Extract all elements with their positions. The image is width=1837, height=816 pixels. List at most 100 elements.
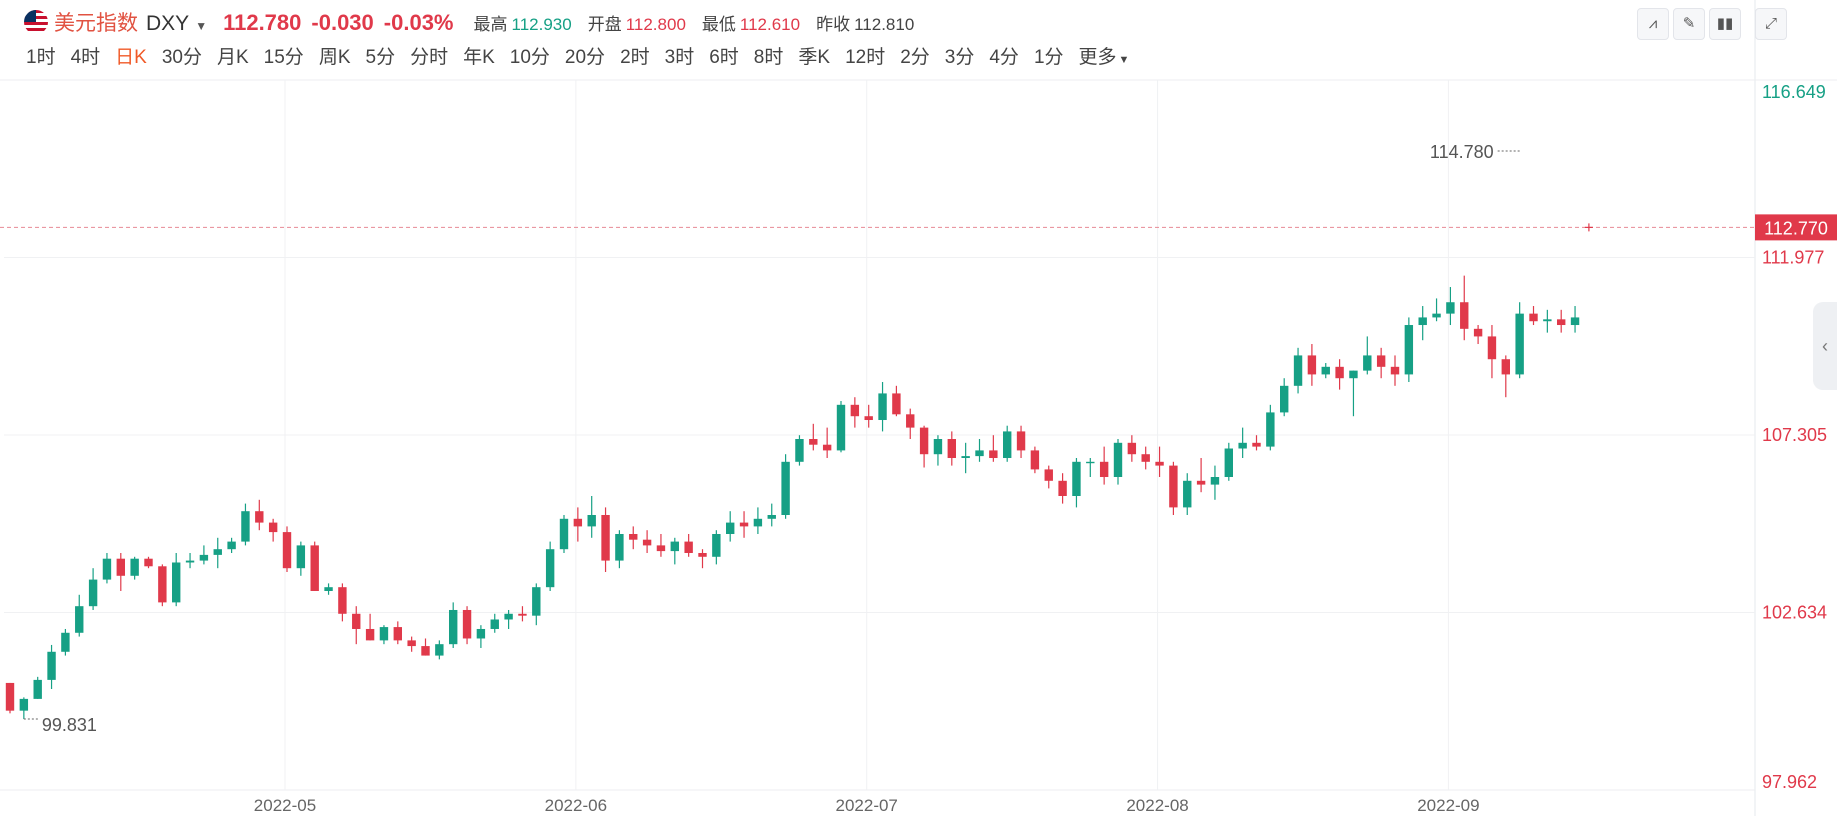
period-tab[interactable]: 5分 <box>365 47 396 68</box>
candle-body <box>352 613 361 629</box>
candle-body <box>975 450 984 457</box>
candle-body <box>1238 442 1247 449</box>
candle-body <box>573 518 583 527</box>
period-tab[interactable]: 20分 <box>564 47 606 68</box>
candle-body <box>1321 366 1330 375</box>
candle-body <box>1003 431 1012 459</box>
period-tab[interactable]: 日K <box>115 47 147 68</box>
chevron-down-icon[interactable]: ▼ <box>195 19 208 33</box>
period-tab[interactable]: 月K <box>216 47 249 68</box>
candle <box>809 423 818 451</box>
candle <box>1266 404 1275 451</box>
line-chart-icon[interactable]: ⩘ <box>1637 8 1669 40</box>
candle-body <box>61 632 70 652</box>
candle <box>878 382 887 432</box>
period-tab[interactable]: 12时 <box>845 47 886 68</box>
candle <box>1335 359 1344 390</box>
period-tab[interactable]: 3时 <box>664 47 695 68</box>
period-tab[interactable]: 季K <box>798 47 831 68</box>
period-tab[interactable]: 周K <box>318 47 351 68</box>
candle <box>490 613 499 633</box>
candle-body <box>1099 461 1109 478</box>
period-tab[interactable]: 10分 <box>509 47 550 68</box>
candle-body <box>172 562 181 603</box>
last-price: 112.780 <box>223 10 302 35</box>
candle <box>1113 439 1123 485</box>
instrument-symbol[interactable]: DXY <box>146 12 190 35</box>
y-tick-label: 111.977 <box>1762 248 1824 268</box>
period-tab[interactable]: 更多 ▼ <box>1078 47 1130 68</box>
candle <box>130 556 139 580</box>
candle <box>1501 355 1510 398</box>
candle-body <box>684 541 693 553</box>
candle-body <box>629 533 638 540</box>
candle-body <box>338 587 347 614</box>
candle-body <box>1293 355 1303 386</box>
candle-body <box>449 609 458 645</box>
period-tab[interactable]: 4分 <box>989 47 1019 68</box>
period-tab[interactable]: 8时 <box>753 47 784 68</box>
fullscreen-icon[interactable]: ⤢ <box>1755 8 1787 40</box>
period-tab[interactable]: 1时 <box>26 47 56 68</box>
candle-body <box>864 416 873 421</box>
candle <box>102 552 112 584</box>
candle <box>1072 458 1081 508</box>
candle-body <box>310 545 319 591</box>
candle <box>1044 465 1053 489</box>
period-tab[interactable]: 6时 <box>709 47 739 68</box>
candle <box>310 541 319 591</box>
stat-value: 112.810 <box>854 15 915 34</box>
period-tab[interactable]: 1分 <box>1033 47 1064 68</box>
candle-body <box>5 682 15 711</box>
candle <box>559 514 569 553</box>
candle-body <box>199 554 209 561</box>
candle <box>227 537 236 553</box>
candle-body <box>296 545 306 569</box>
period-tab[interactable]: 30分 <box>161 47 202 68</box>
candle <box>1307 344 1317 386</box>
period-tab[interactable]: 年K <box>463 47 495 68</box>
candle-body <box>767 514 776 519</box>
candle <box>1224 442 1233 481</box>
candle-body <box>1155 461 1164 466</box>
period-tab[interactable]: 3分 <box>944 47 975 68</box>
candle-body <box>1473 328 1483 337</box>
candle-body <box>739 522 749 527</box>
candle-body <box>836 404 846 451</box>
candle <box>795 435 804 466</box>
candle <box>296 541 306 576</box>
price-change-pct: -0.03% <box>383 10 454 35</box>
period-tab[interactable]: 分时 <box>410 47 449 68</box>
candle-body <box>947 439 956 459</box>
candle <box>1280 378 1289 417</box>
draw-pen-icon[interactable]: ✎ <box>1673 8 1705 40</box>
last-price-tag <box>1755 214 1837 241</box>
candle <box>1557 309 1566 333</box>
candle <box>642 530 652 553</box>
period-tab[interactable]: 4时 <box>70 47 101 68</box>
candle <box>947 431 956 466</box>
period-tab[interactable]: 15分 <box>263 47 304 68</box>
chevron-left-icon[interactable]: ‹ <box>1813 302 1837 390</box>
period-tab[interactable]: 2时 <box>620 47 650 68</box>
period-tab[interactable]: 2分 <box>900 47 930 68</box>
candle-body <box>919 427 929 455</box>
candle <box>919 425 929 468</box>
candle <box>1141 446 1150 470</box>
candle <box>1293 347 1303 394</box>
candle <box>324 583 333 595</box>
x-tick-label: 2022-09 <box>1417 796 1479 815</box>
candle <box>989 435 998 462</box>
candle <box>407 636 416 652</box>
candle <box>1127 435 1137 462</box>
candle <box>172 552 181 607</box>
period-tabs: 1时 4时 日K 30分 月K 15分 周K 5分 分时 年K 10分 20分 2时 3时 6时 8时 季K 12… <box>26 42 1144 69</box>
candle <box>365 613 375 641</box>
candle-body <box>1266 412 1275 447</box>
candle <box>1404 317 1414 383</box>
candle <box>1418 306 1427 341</box>
candle <box>656 533 666 557</box>
candle <box>1376 347 1386 379</box>
instrument-name: 美元指数 <box>54 12 138 35</box>
candle-type-icon[interactable]: ▮▮ <box>1709 8 1741 40</box>
